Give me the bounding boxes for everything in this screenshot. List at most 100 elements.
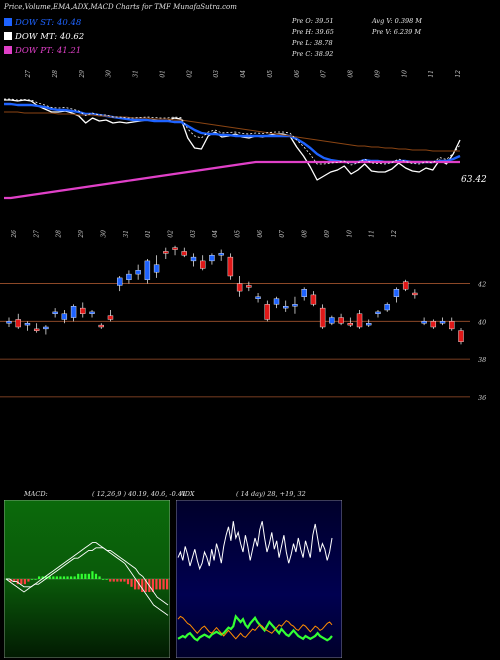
candle-body bbox=[89, 311, 95, 314]
ema-x-tick-label: 07 bbox=[321, 70, 328, 78]
candle bbox=[356, 310, 363, 329]
ema-x-tick-label: 11 bbox=[428, 70, 435, 78]
macd-histogram-bar bbox=[45, 576, 48, 579]
stat-open: Pre O: 39.51 bbox=[292, 17, 334, 25]
macd-histogram-bar bbox=[77, 573, 80, 579]
candle bbox=[255, 293, 261, 303]
candle-body bbox=[292, 304, 298, 307]
candle-body bbox=[126, 273, 132, 280]
macd-histogram-bar bbox=[27, 579, 30, 582]
candle bbox=[347, 317, 354, 327]
candle-body bbox=[181, 251, 187, 256]
candle-body bbox=[430, 321, 437, 328]
macd-chart bbox=[4, 500, 170, 658]
candle-body bbox=[15, 319, 21, 328]
candle-body bbox=[283, 306, 289, 309]
macd-series-line bbox=[6, 547, 169, 606]
macd-histogram-bar bbox=[109, 579, 112, 582]
macd-histogram-bar bbox=[151, 579, 154, 592]
macd-histogram-bar bbox=[144, 579, 147, 592]
candle-body bbox=[458, 330, 464, 342]
candle-body bbox=[70, 306, 77, 318]
ema-x-tick-label: 01 bbox=[159, 70, 166, 78]
price-x-tick-label: 02 bbox=[167, 230, 174, 238]
macd-histogram-bar bbox=[91, 571, 94, 579]
candle-body bbox=[80, 307, 86, 314]
price-x-tick-label: 10 bbox=[346, 230, 353, 238]
ema-x-tick-label: 04 bbox=[240, 70, 247, 78]
candle bbox=[89, 310, 95, 318]
candle-body bbox=[153, 264, 160, 273]
macd-histogram-bar bbox=[59, 576, 62, 579]
stat-avg-volume: Avg V: 0.398 M bbox=[372, 17, 422, 25]
candle bbox=[227, 253, 234, 280]
candle bbox=[52, 308, 58, 318]
candle bbox=[458, 327, 464, 345]
ema-x-tick-label: 08 bbox=[348, 70, 355, 78]
candle-body bbox=[421, 321, 427, 324]
ema-x-tick-label: 02 bbox=[186, 70, 193, 78]
candle bbox=[412, 289, 418, 299]
candle bbox=[15, 313, 21, 329]
candle-body bbox=[163, 251, 169, 254]
candle bbox=[393, 287, 400, 303]
macd-histogram-bar bbox=[41, 576, 44, 579]
legend-dow-mt: DOW MT: 40.62 bbox=[4, 32, 84, 42]
legend-swatch-icon bbox=[4, 46, 12, 54]
price-x-labels: 26 27 28 29 30 31 01 02 03 04 05 06 07 08 09 10 11 12 bbox=[11, 230, 398, 239]
candle bbox=[449, 317, 455, 331]
candle-body bbox=[412, 292, 418, 296]
adx-series-line bbox=[177, 615, 333, 640]
macd-histogram-bar bbox=[16, 579, 19, 585]
macd-histogram-bar bbox=[48, 576, 51, 579]
candle-body bbox=[319, 307, 326, 328]
price-candles bbox=[6, 245, 464, 345]
candle bbox=[218, 249, 224, 261]
macd-histogram-bar bbox=[119, 579, 122, 582]
candle bbox=[273, 296, 280, 309]
candle bbox=[135, 264, 141, 280]
macd-histogram-bar bbox=[112, 579, 115, 582]
candle bbox=[33, 323, 40, 333]
price-x-tick-label: 08 bbox=[302, 230, 309, 238]
candle-body bbox=[24, 323, 31, 326]
macd-histogram-bar bbox=[23, 579, 26, 585]
macd-histogram-bar bbox=[126, 579, 130, 585]
legend-swatch-icon bbox=[4, 18, 12, 26]
candle bbox=[338, 313, 344, 326]
macd-histogram-bar bbox=[94, 573, 98, 579]
macd-histogram-bar bbox=[105, 579, 108, 580]
candle bbox=[439, 317, 446, 326]
candle bbox=[98, 323, 104, 329]
macd-histogram-bar bbox=[73, 576, 76, 579]
macd-histogram-bar bbox=[130, 579, 133, 587]
ema-series-line bbox=[4, 160, 460, 200]
candle-body bbox=[43, 326, 49, 330]
ema-chart: 27 28 29 30 31 01 02 03 04 05 06 07 08 09 10 11 12 63.42 bbox=[4, 70, 487, 200]
price-x-tick-label: 30 bbox=[100, 230, 107, 238]
ema-series-line bbox=[4, 111, 460, 152]
candle bbox=[430, 319, 437, 329]
price-x-tick-label: 03 bbox=[190, 230, 197, 238]
price-x-tick-label: 31 bbox=[123, 230, 130, 238]
candle-body bbox=[116, 277, 123, 286]
macd-histogram-bar bbox=[162, 579, 165, 590]
macd-histogram-bar bbox=[84, 573, 87, 579]
price-x-tick-label: 07 bbox=[279, 230, 286, 238]
macd-histogram-bar bbox=[123, 579, 126, 582]
candle-body bbox=[33, 328, 40, 331]
stat-pre-volume: Pre V: 6.239 M bbox=[372, 28, 422, 36]
stat-close: Pre C: 38.92 bbox=[292, 50, 334, 58]
candle bbox=[366, 319, 372, 327]
candle-body bbox=[6, 321, 12, 324]
price-x-tick-label: 06 bbox=[257, 230, 264, 238]
price-y-tick-label: 42 bbox=[477, 281, 486, 289]
candle-body bbox=[200, 260, 206, 269]
candle bbox=[283, 300, 289, 312]
macd-histogram-bar bbox=[98, 576, 101, 579]
candle-body bbox=[209, 255, 215, 262]
macd-params: ( 12,26,9 ) 40.19, 40.6, -0.41 bbox=[92, 490, 187, 498]
macd-histogram-bar bbox=[20, 579, 23, 585]
candle bbox=[24, 321, 31, 331]
candle bbox=[264, 300, 270, 322]
